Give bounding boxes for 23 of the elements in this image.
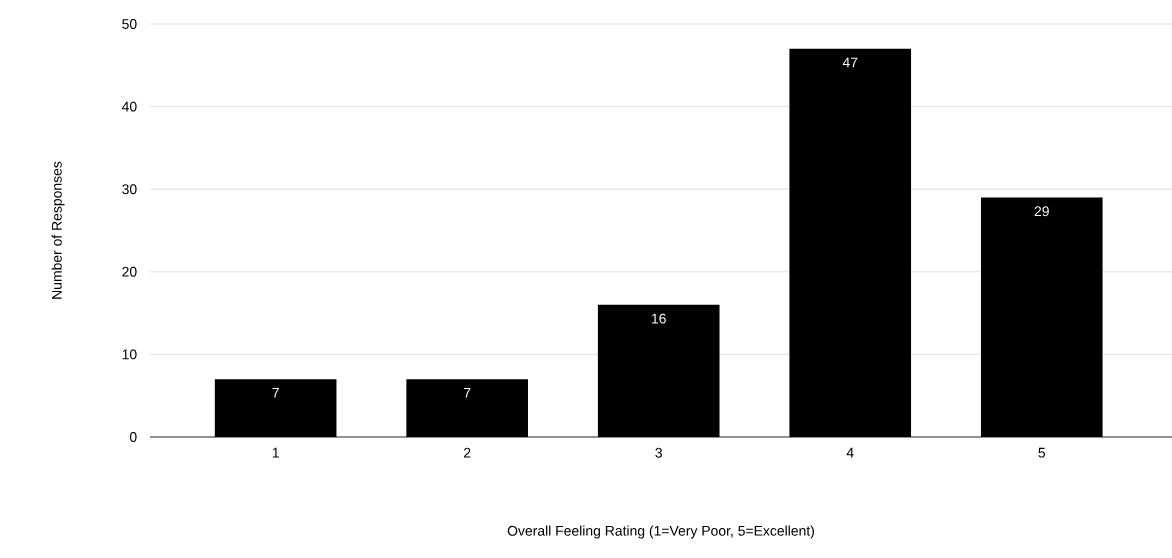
data-label: 7 — [464, 388, 471, 398]
bar — [597, 304, 720, 437]
x-axis-title: Overall Feeling Rating (1=Very Poor, 5=Excellent) — [507, 525, 814, 539]
data-label: 29 — [1034, 206, 1049, 217]
x-tick-label: 2 — [464, 447, 471, 458]
y-tick-label: 50 — [122, 19, 137, 29]
data-label: 7 — [272, 388, 279, 398]
y-tick-label: 20 — [122, 266, 137, 277]
y-axis-title: Number of Responses — [51, 161, 65, 299]
x-tick-label: 1 — [272, 447, 279, 458]
bar — [789, 48, 912, 437]
x-tick-label: 4 — [846, 447, 854, 458]
y-tick-label: 30 — [122, 184, 137, 195]
y-tick-label: 0 — [129, 432, 137, 442]
x-tick-label: 5 — [1038, 447, 1046, 458]
data-label: 16 — [652, 313, 666, 324]
data-label: 47 — [842, 57, 858, 68]
y-tick-label: 40 — [121, 101, 137, 112]
bar — [980, 197, 1103, 437]
bar — [406, 379, 528, 437]
y-tick-label: 10 — [122, 349, 137, 360]
bar — [214, 379, 337, 437]
x-tick-label: 3 — [655, 447, 662, 458]
